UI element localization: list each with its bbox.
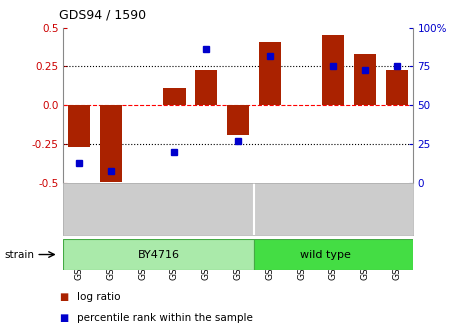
FancyBboxPatch shape (254, 239, 413, 270)
Bar (163, 88, 186, 106)
Bar (322, 35, 344, 106)
Bar (68, 106, 91, 148)
Text: wild type: wild type (300, 250, 351, 259)
Bar (195, 70, 217, 106)
Text: ■: ■ (59, 312, 68, 323)
Bar (100, 106, 122, 181)
Bar (386, 70, 408, 106)
Bar (259, 42, 281, 106)
Text: ■: ■ (59, 292, 68, 302)
Text: strain: strain (5, 250, 35, 259)
Text: BY4716: BY4716 (137, 250, 180, 259)
FancyBboxPatch shape (63, 239, 254, 270)
Text: log ratio: log ratio (77, 292, 121, 302)
Text: GDS94 / 1590: GDS94 / 1590 (59, 8, 146, 22)
Text: percentile rank within the sample: percentile rank within the sample (77, 312, 253, 323)
Bar (227, 106, 249, 135)
Bar (354, 54, 376, 106)
